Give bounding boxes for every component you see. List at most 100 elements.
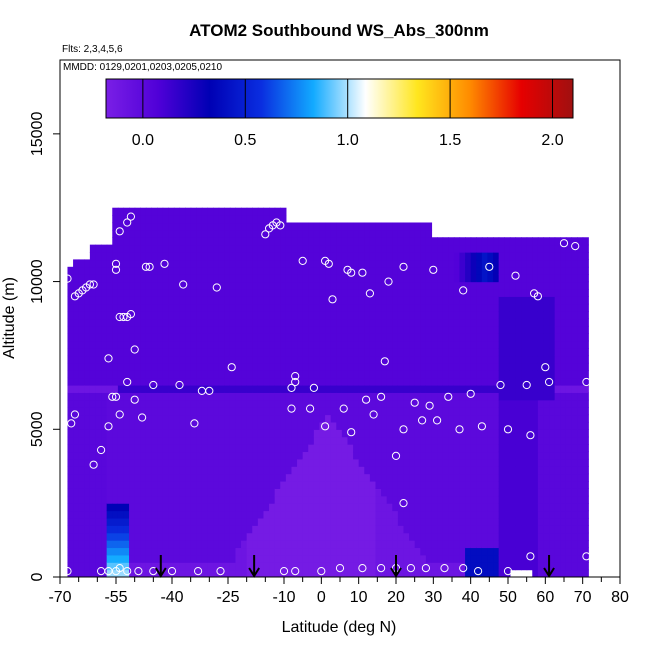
heatmap-cell <box>168 348 175 357</box>
colorbar-tick-label: 0.0 <box>132 132 154 149</box>
heatmap-cell <box>117 215 125 224</box>
heatmap-cell <box>274 362 281 371</box>
heatmap-cell <box>543 348 550 357</box>
heatmap-cell <box>543 458 550 467</box>
heatmap-cell <box>246 252 253 261</box>
heatmap-cell <box>330 473 337 482</box>
heatmap-cell <box>95 288 102 297</box>
heatmap-cell <box>263 333 270 342</box>
heatmap-cell <box>201 377 209 386</box>
heatmap-cell <box>403 480 410 489</box>
heatmap-cell <box>101 525 108 534</box>
heatmap-cell <box>347 569 354 577</box>
heatmap-cell <box>487 274 494 283</box>
heatmap-cell <box>420 532 427 541</box>
heatmap-cell <box>252 348 259 357</box>
heatmap-cell <box>162 399 169 408</box>
heatmap-cell <box>431 510 438 519</box>
heatmap-cell <box>341 318 349 327</box>
heatmap-cell <box>157 362 164 371</box>
heatmap-cell <box>173 229 181 238</box>
heatmap-cell <box>341 480 349 489</box>
heatmap-cell <box>330 325 337 334</box>
heatmap-cell <box>364 229 371 238</box>
heatmap-cell <box>285 540 293 549</box>
heatmap-cell <box>252 244 259 253</box>
heatmap-cell <box>526 259 533 268</box>
heatmap-cell <box>537 325 545 334</box>
heatmap-cell <box>84 392 91 401</box>
heatmap-cell <box>532 384 539 393</box>
heatmap-cell <box>280 229 287 238</box>
heatmap-cell <box>341 407 349 416</box>
heatmap-cell <box>241 451 248 460</box>
heatmap-cell <box>285 288 293 297</box>
heatmap-cell <box>353 562 360 571</box>
heatmap-cell <box>353 348 360 357</box>
heatmap-cell <box>442 421 449 430</box>
sample-point <box>119 312 128 322</box>
heatmap-cell <box>493 399 500 408</box>
heatmap-cell <box>504 318 511 327</box>
heatmap-cell <box>341 547 349 556</box>
heatmap-cell <box>381 259 388 268</box>
heatmap-cell <box>168 466 175 475</box>
heatmap-cell <box>532 495 539 504</box>
heatmap-cell <box>347 311 354 320</box>
heatmap-cell <box>437 466 444 475</box>
heatmap-cell <box>526 355 533 364</box>
heatmap-cell <box>509 348 517 357</box>
heatmap-cell <box>207 274 214 283</box>
heatmap-cell <box>403 562 410 571</box>
heatmap-cell <box>381 252 388 261</box>
heatmap-cell <box>420 281 427 290</box>
heatmap-cell <box>218 348 225 357</box>
heatmap-cell <box>336 237 343 246</box>
sample-point <box>141 262 150 271</box>
heatmap-cell <box>89 473 97 482</box>
heatmap-cell <box>313 296 321 305</box>
heatmap-cell <box>67 274 74 283</box>
heatmap-cell <box>369 348 377 357</box>
heatmap-cell <box>151 296 158 305</box>
sample-point <box>160 259 169 268</box>
heatmap-cell <box>336 466 343 475</box>
heatmap-cell <box>532 436 539 445</box>
heatmap-cell <box>95 407 102 416</box>
heatmap-cell <box>224 517 231 526</box>
heatmap-cell <box>140 377 147 386</box>
heatmap-cell <box>504 444 511 453</box>
heatmap-cell <box>218 303 225 312</box>
heatmap-cell <box>257 407 265 416</box>
heatmap-cell <box>73 562 80 571</box>
heatmap-cell <box>235 525 242 534</box>
heatmap-cell <box>420 517 427 526</box>
heatmap-cell <box>498 414 505 423</box>
heatmap-cell <box>73 266 80 275</box>
heatmap-cell <box>179 466 186 475</box>
heatmap-cell <box>325 281 332 290</box>
heatmap-cell <box>207 244 214 253</box>
heatmap-cell <box>218 229 225 238</box>
heatmap-cell <box>504 540 511 549</box>
heatmap-cell <box>213 436 220 445</box>
heatmap-cell <box>95 325 102 334</box>
heatmap-cell <box>297 532 304 541</box>
heatmap-cell <box>325 540 332 549</box>
heatmap-cell <box>201 451 209 460</box>
heatmap-cell <box>470 244 477 253</box>
heatmap-cell <box>196 407 203 416</box>
heatmap-cell <box>582 355 589 364</box>
heatmap-cell <box>106 517 113 526</box>
heatmap-cell <box>235 503 242 512</box>
heatmap-cell <box>397 399 405 408</box>
heatmap-cell <box>179 392 186 401</box>
heatmap-cell <box>425 421 433 430</box>
heatmap-cell <box>140 510 147 519</box>
heatmap-cell <box>504 458 511 467</box>
heatmap-cell <box>185 517 192 526</box>
heatmap-cell <box>280 244 287 253</box>
heatmap-cell <box>470 355 477 364</box>
heatmap-cell <box>218 429 225 438</box>
heatmap-cell <box>151 525 158 534</box>
